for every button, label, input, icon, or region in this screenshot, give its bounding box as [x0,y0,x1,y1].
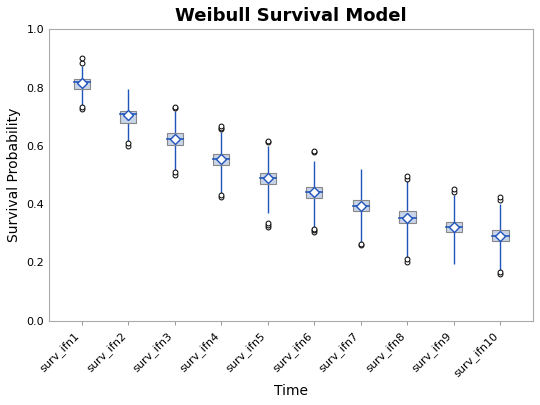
Title: Weibull Survival Model: Weibull Survival Model [176,7,407,25]
X-axis label: Time: Time [274,384,308,398]
Bar [167,133,183,145]
Bar [260,173,276,184]
Bar [446,222,462,232]
Y-axis label: Survival Probability: Survival Probability [7,108,21,242]
Bar [492,230,509,241]
Bar [120,111,137,123]
Bar [306,187,322,198]
Bar [73,79,90,89]
Bar [353,200,369,211]
Bar [213,154,230,165]
Bar [399,211,416,223]
